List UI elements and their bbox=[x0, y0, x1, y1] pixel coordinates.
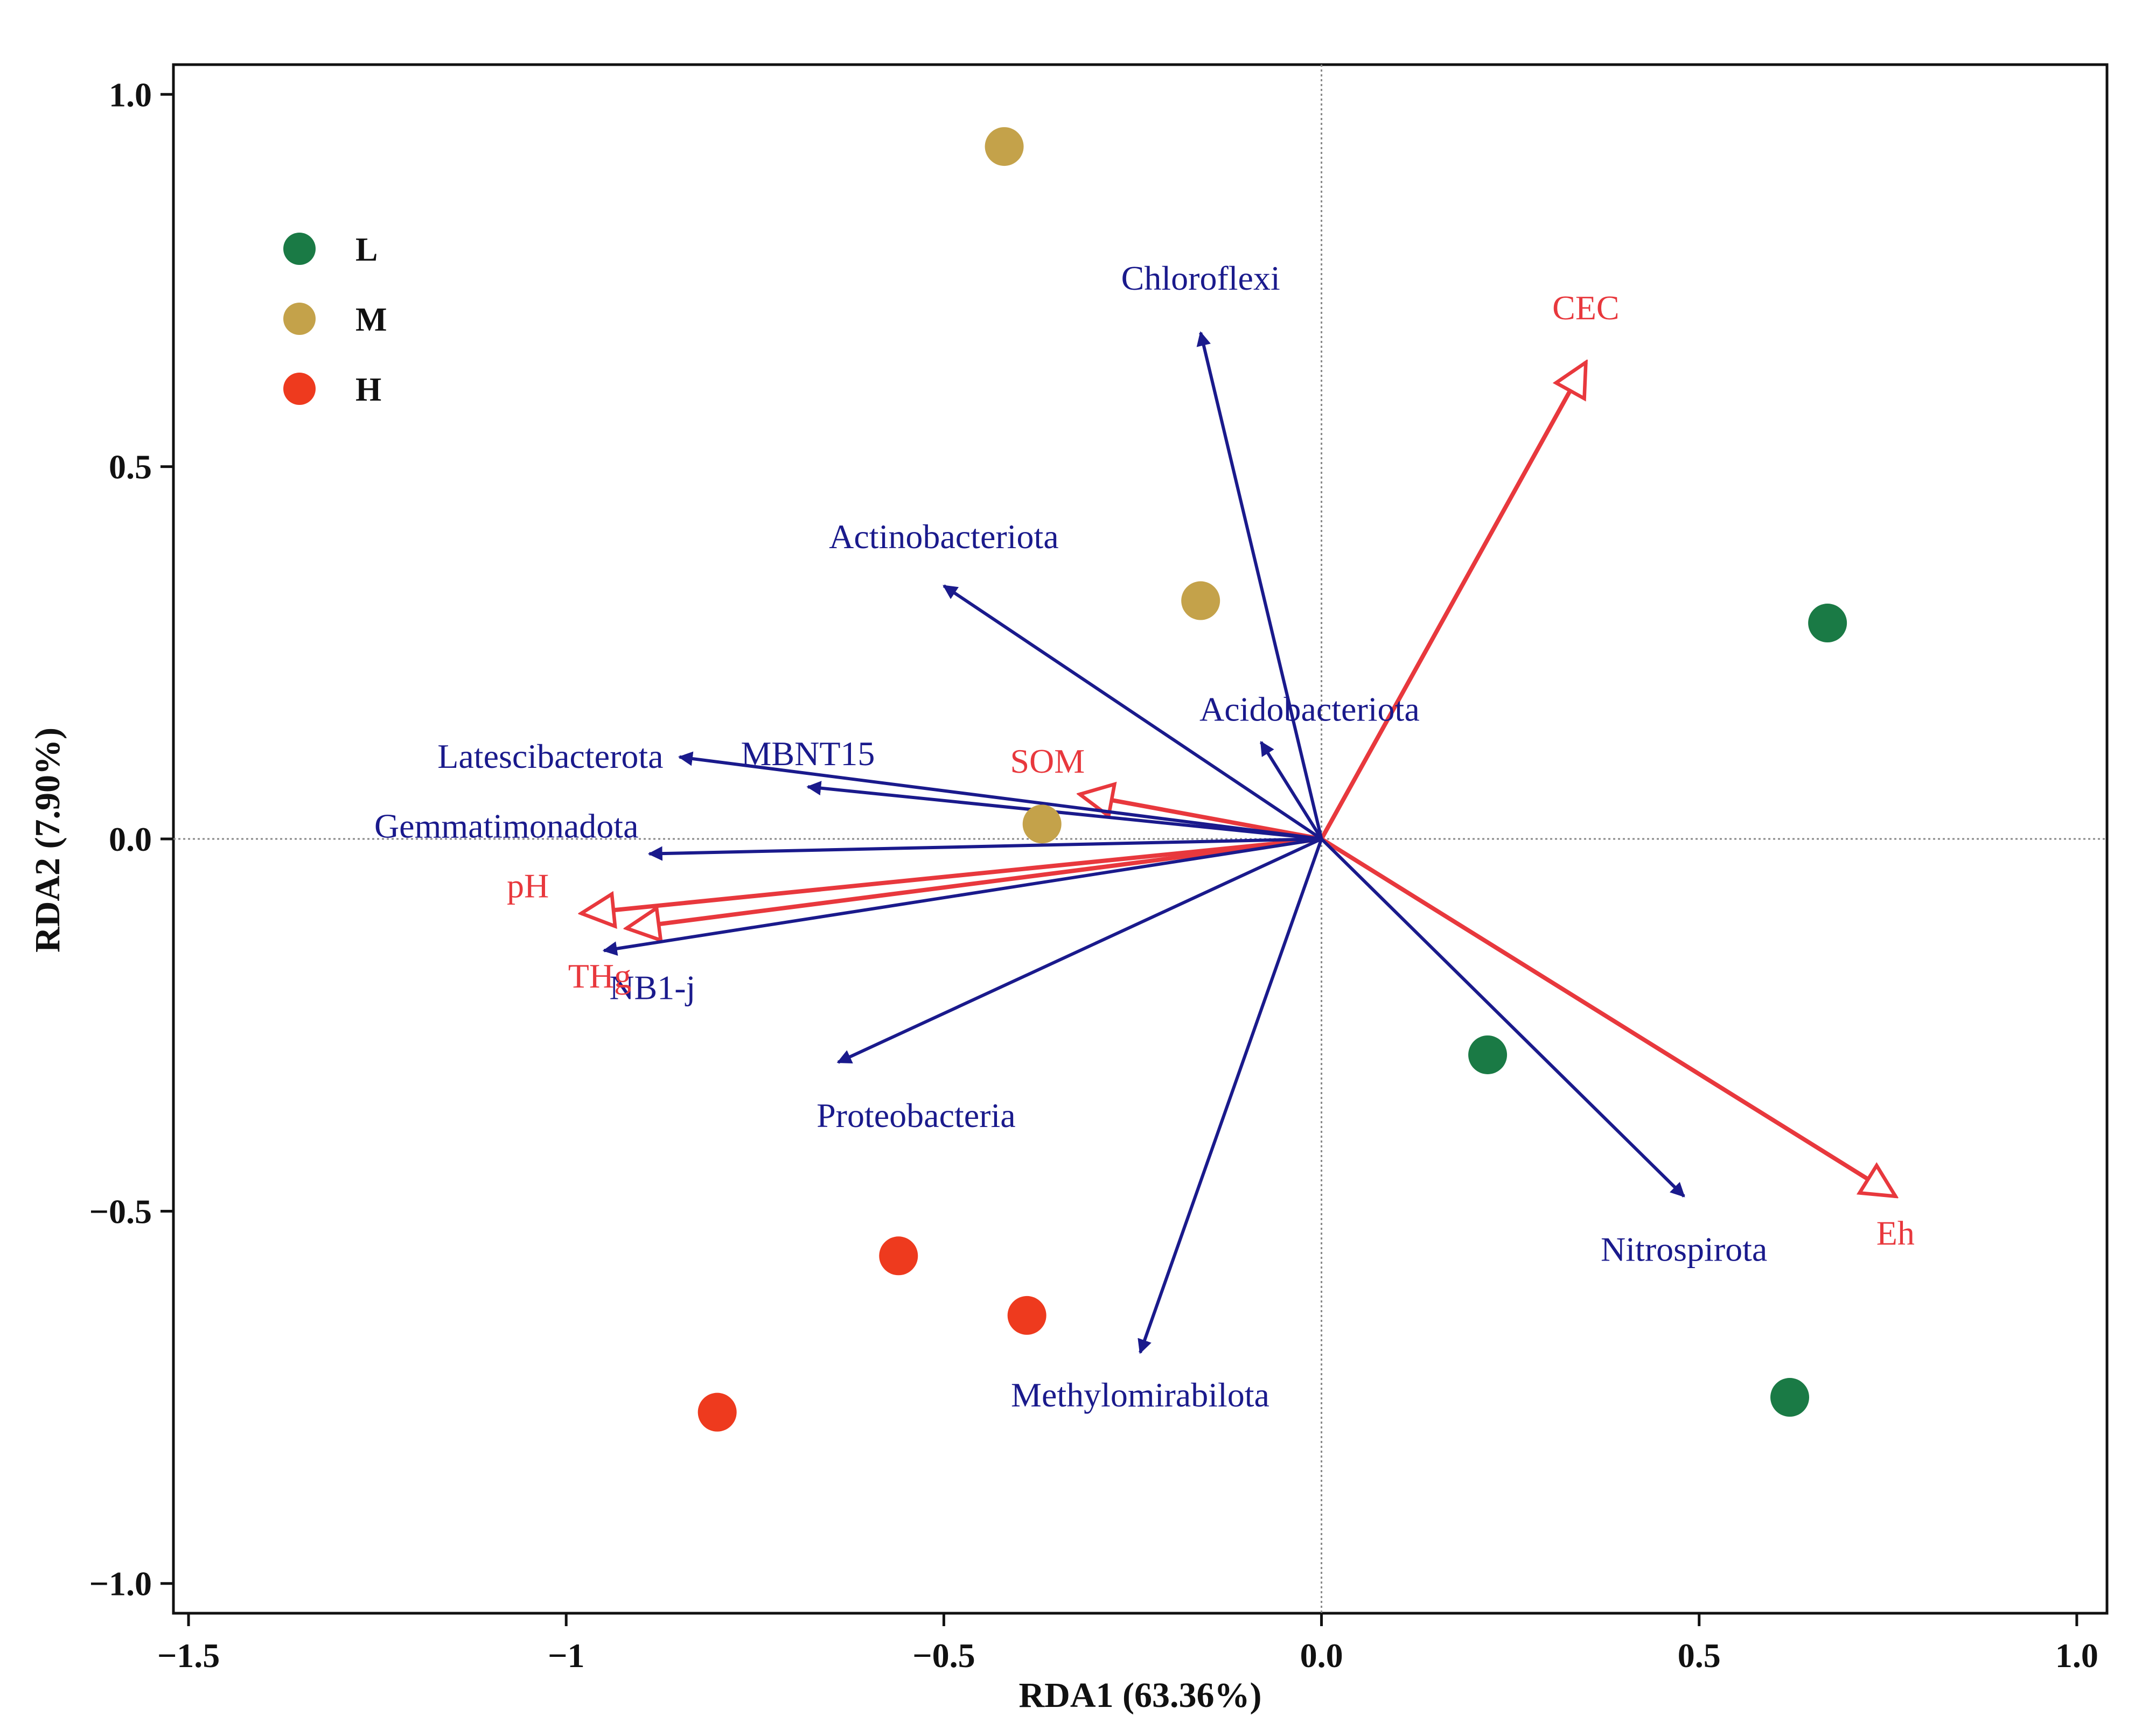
taxa-vector-acidobacteriota bbox=[1259, 740, 1323, 840]
env-label-som: SOM bbox=[1010, 742, 1085, 780]
legend: LMH bbox=[283, 232, 387, 408]
taxa-vector-latescibacterota bbox=[678, 751, 1322, 841]
y-axis-ticks: 1.0 0.5 0.0 −0.5 −1.0 bbox=[89, 75, 173, 1603]
legend-label-m: M bbox=[355, 302, 387, 338]
sample-point-m bbox=[985, 127, 1024, 166]
y-tick-label: 0.5 bbox=[109, 448, 152, 486]
taxa-label-actinobacteriota: Actinobacteriota bbox=[829, 517, 1058, 556]
x-tick-label: −1.5 bbox=[157, 1636, 220, 1675]
legend-label-h: H bbox=[355, 372, 381, 408]
sample-point-l bbox=[1808, 604, 1847, 643]
taxa-vector-actinobacteriota bbox=[943, 584, 1323, 841]
taxa-label-methylomirabilota: Methylomirabilota bbox=[1011, 1376, 1269, 1414]
taxa-label-proteobacteria: Proteobacteria bbox=[817, 1096, 1016, 1135]
taxa-vector-gemmatimonadota bbox=[647, 837, 1322, 861]
x-tick-label: −0.5 bbox=[912, 1636, 975, 1675]
env-vector-som bbox=[1080, 794, 1322, 841]
taxa-vectors bbox=[602, 331, 1685, 1354]
x-axis-title: RDA1 (63.36%) bbox=[1019, 1676, 1262, 1715]
x-axis-ticks: −1.5 −1 −0.5 0.0 0.5 1.0 bbox=[157, 1613, 2098, 1675]
taxa-vector-nitrospirota bbox=[1320, 837, 1685, 1198]
legend-label-l: L bbox=[355, 232, 378, 268]
taxa-vector-chloroflexi bbox=[1196, 331, 1323, 839]
sample-point-h bbox=[697, 1392, 737, 1432]
x-tick-label: −1 bbox=[548, 1636, 584, 1675]
env-vector-eh bbox=[1320, 837, 1896, 1196]
legend-marker-h bbox=[283, 373, 316, 405]
taxa-label-mbnt15: MBNT15 bbox=[741, 734, 875, 773]
legend-marker-l bbox=[283, 233, 316, 265]
x-tick-label: 0.0 bbox=[1300, 1636, 1343, 1675]
taxa-label-latescibacterota: Latescibacterota bbox=[437, 737, 663, 775]
taxa-vector-nb1-j bbox=[602, 837, 1322, 956]
x-tick-label: 1.0 bbox=[2055, 1636, 2098, 1675]
legend-marker-m bbox=[283, 303, 316, 335]
taxa-label-acidobacteriota: Acidobacteriota bbox=[1199, 690, 1420, 728]
env-vector-cec bbox=[1320, 362, 1586, 840]
env-label-cec: CEC bbox=[1552, 289, 1619, 327]
env-label-eh: Eh bbox=[1876, 1214, 1915, 1252]
environmental-vectors bbox=[581, 362, 1895, 1196]
sample-point-l bbox=[1770, 1378, 1810, 1417]
taxa-label-nb1-j: NB1-j bbox=[609, 968, 695, 1006]
env-label-ph: pH bbox=[507, 866, 549, 905]
y-tick-label: −0.5 bbox=[89, 1192, 152, 1230]
env-vector-ph bbox=[581, 837, 1322, 913]
taxa-label-chloroflexi: Chloroflexi bbox=[1121, 259, 1280, 297]
sample-point-h bbox=[1007, 1296, 1046, 1335]
x-tick-label: 0.5 bbox=[1678, 1636, 1721, 1675]
taxa-vector-proteobacteria bbox=[836, 837, 1322, 1064]
env-vector-thg bbox=[626, 837, 1322, 928]
y-tick-label: 1.0 bbox=[109, 75, 152, 114]
y-tick-label: 0.0 bbox=[109, 820, 152, 858]
env-label-thg: THg bbox=[568, 957, 631, 995]
taxa-vector-methylomirabilota bbox=[1138, 838, 1323, 1354]
sample-point-l bbox=[1468, 1035, 1508, 1074]
vector-labels: Chloroflexi Actinobacteriota Acidobacterio… bbox=[374, 259, 1915, 1414]
sample-point-h bbox=[879, 1236, 918, 1276]
y-tick-label: −1.0 bbox=[89, 1565, 152, 1603]
sample-point-m bbox=[1181, 581, 1220, 620]
taxa-label-gemmatimonadota: Gemmatimonadota bbox=[374, 807, 639, 845]
taxa-label-nitrospirota: Nitrospirota bbox=[1601, 1230, 1767, 1269]
sample-points bbox=[697, 127, 1847, 1432]
y-axis-title: RDA2 (7.90%) bbox=[28, 727, 67, 953]
taxa-vector-mbnt15 bbox=[806, 781, 1322, 841]
sample-point-m bbox=[1022, 804, 1062, 844]
